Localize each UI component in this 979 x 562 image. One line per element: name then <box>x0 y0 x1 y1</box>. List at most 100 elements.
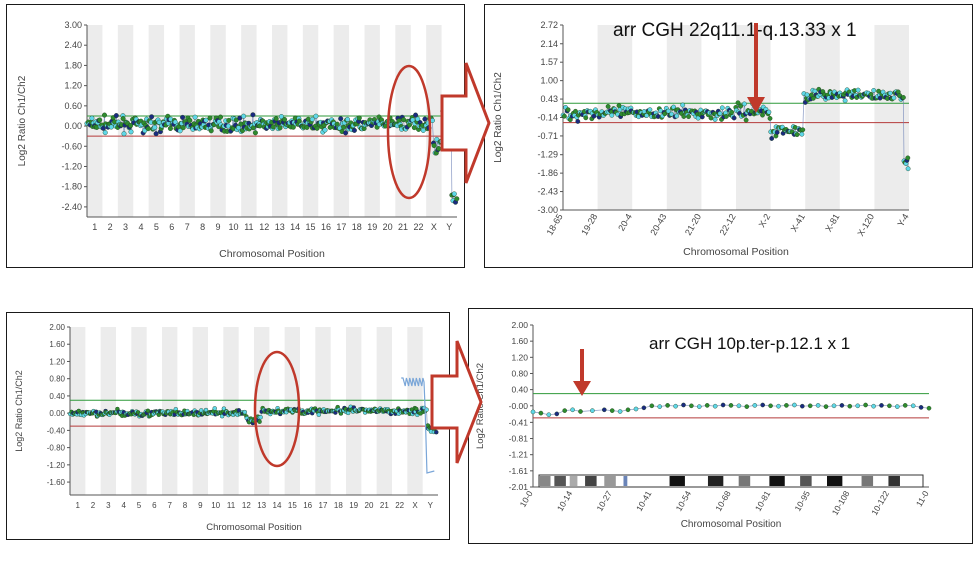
data-point <box>345 116 351 122</box>
data-point <box>316 412 321 417</box>
y-tick-label: 1.80 <box>64 60 82 70</box>
x-tick-label: 22 <box>395 501 404 510</box>
data-point <box>413 112 419 118</box>
data-point <box>314 125 320 131</box>
data-point <box>760 402 766 408</box>
x-tick-label: 10-81 <box>753 489 773 513</box>
chart-panel-zoom-22: 2.72 2.14 1.57 1.00 0.43 -0.14 -0.71 -1.29 -1.86… <box>484 4 973 268</box>
y-axis-title: Log2 Ratio Ch1/Ch2 <box>14 370 24 452</box>
data-point <box>855 403 861 409</box>
data-point <box>145 408 151 414</box>
x-tick-label: 20-4 <box>616 212 634 233</box>
data-point <box>401 117 407 123</box>
x-tick-label: 14 <box>273 501 282 510</box>
data-point <box>609 408 615 413</box>
x-axis-title: Chromosomal Position <box>219 248 325 260</box>
data-point <box>152 124 158 130</box>
x-tick-label: 10-95 <box>792 489 812 513</box>
data-point <box>565 107 571 113</box>
data-point <box>97 117 103 123</box>
data-point <box>792 402 797 408</box>
data-point <box>562 408 567 413</box>
data-point <box>343 130 349 136</box>
data-point <box>226 117 232 123</box>
data-point <box>121 131 127 137</box>
data-point <box>784 403 789 408</box>
x-tick-label: 10 <box>228 222 238 232</box>
y-tick-label: -1.20 <box>61 161 82 171</box>
x-tick-label: X-120 <box>855 212 876 238</box>
x-tick-label: 21 <box>398 222 408 232</box>
x-tick-label: 21 <box>380 501 389 510</box>
y-tick-label: 2.40 <box>64 40 82 50</box>
chart-zoom-10: 2.00 1.60 1.20 0.80 0.40 -0.00 -0.41 -0.81 -1.21… <box>475 320 932 530</box>
x-tick-label: 16 <box>321 222 331 232</box>
y-tick-label: -1.86 <box>537 168 558 178</box>
x-tick-label: 2 <box>108 222 113 232</box>
x-tick-label: X-41 <box>789 212 807 233</box>
data-point <box>282 116 288 122</box>
y-tick-label: -1.29 <box>537 150 558 160</box>
data-point <box>674 113 680 119</box>
y-tick-label: -1.21 <box>509 450 529 460</box>
data-point <box>641 405 647 411</box>
data-point <box>546 412 552 417</box>
data-point <box>736 403 742 409</box>
data-point <box>871 403 876 409</box>
data-point <box>905 166 911 172</box>
right-arrow-icon <box>430 340 483 464</box>
data-point <box>573 108 578 114</box>
data-point <box>823 404 829 409</box>
y-tick-label: 3.00 <box>64 20 82 30</box>
data-point <box>839 403 845 408</box>
data-point <box>270 124 276 130</box>
data-point <box>356 115 362 121</box>
chart-zoom-22: 2.72 2.14 1.57 1.00 0.43 -0.14 -0.71 -1.29 -1.86… <box>493 20 911 258</box>
data-point <box>807 403 813 409</box>
x-tick-label: 8 <box>200 222 205 232</box>
data-point <box>241 113 247 119</box>
data-point <box>100 125 106 131</box>
data-point <box>708 115 714 121</box>
data-point <box>847 403 853 409</box>
x-axis-title: Chromosomal Position <box>681 519 782 530</box>
chart-title: arr CGH 22q11.1-q.13.33 x 1 <box>613 20 857 41</box>
data-point <box>434 429 439 435</box>
x-tick-label: 7 <box>185 222 190 232</box>
x-tick-label: 21-20 <box>683 212 703 237</box>
x-tick-label: 22-12 <box>718 212 738 237</box>
data-point <box>799 131 805 137</box>
x-tick-label: 18 <box>352 222 362 232</box>
data-point <box>187 117 193 123</box>
data-point <box>242 409 248 415</box>
data-point <box>583 115 589 121</box>
x-tick-label: 13 <box>275 222 285 232</box>
data-point <box>671 104 677 110</box>
data-point <box>351 127 357 133</box>
x-tick-label: 19 <box>349 501 358 510</box>
data-point <box>902 403 908 408</box>
data-point <box>704 403 710 408</box>
x-tick-label: 17 <box>336 222 346 232</box>
x-tick-label: 4 <box>138 222 143 232</box>
data-point <box>831 403 837 409</box>
x-tick-label: 22 <box>413 222 423 232</box>
data-point <box>774 130 780 135</box>
x-tick-label: 15 <box>288 501 297 510</box>
x-axis-title: Chromosomal Position <box>206 522 302 533</box>
x-tick-label: X <box>431 222 437 232</box>
data-point <box>910 403 916 409</box>
data-point <box>578 409 583 414</box>
x-tick-label: Y-4 <box>895 212 910 228</box>
data-point <box>554 411 560 417</box>
x-tick-label: 11 <box>227 501 236 510</box>
y-tick-label: 0.80 <box>511 368 528 378</box>
data-point <box>768 403 773 409</box>
chart-panel-genome-2: 2.00 1.60 1.20 0.80 0.40 0.00 -0.40 -0.80 -1.20 -… <box>6 312 450 540</box>
data-point <box>562 113 567 119</box>
data-point <box>842 98 848 104</box>
x-tick-label: 1 <box>92 222 97 232</box>
data-point <box>89 115 95 121</box>
data-point <box>696 404 702 409</box>
x-tick-label: 15 <box>306 222 316 232</box>
